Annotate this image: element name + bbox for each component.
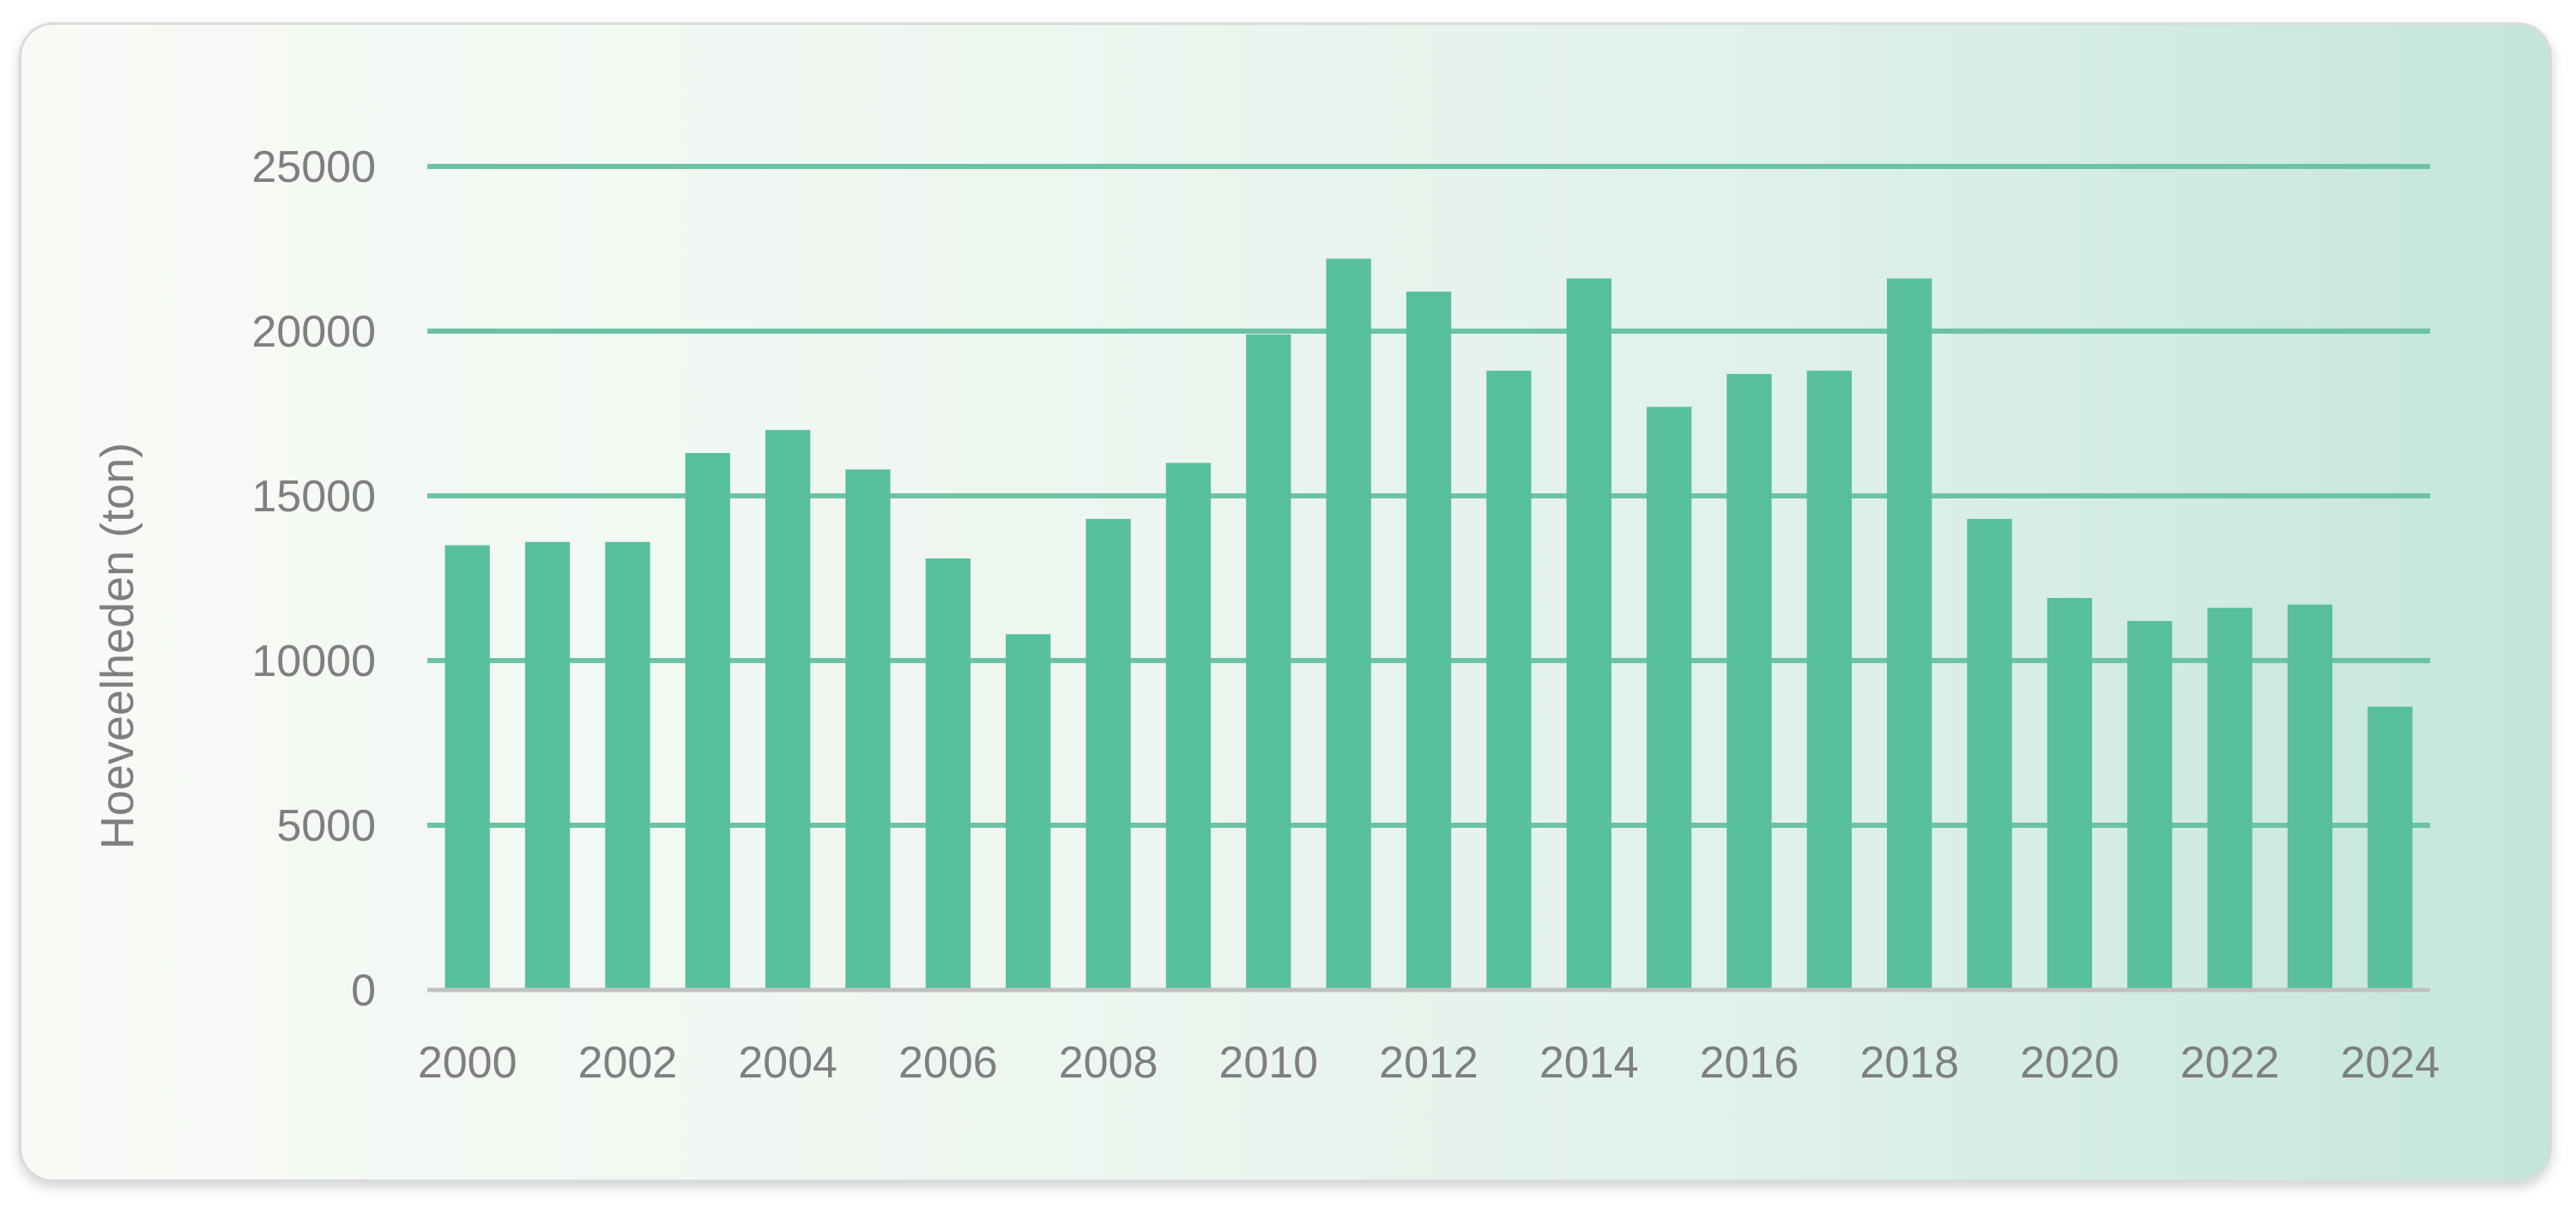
bar-2022: [2207, 607, 2252, 990]
bar-2008: [1085, 518, 1131, 990]
bars: [444, 258, 2413, 991]
bar-2018: [1887, 278, 1932, 990]
bar-2009: [1165, 462, 1212, 990]
bar-2024: [2367, 706, 2413, 990]
y-axis-tick-labels: 0 5000 10000 15000 20000 25000: [251, 142, 376, 1016]
x-axis-tick-labels: 2000 2002 2004 2006 2008 2010 2012 2014 2016 2018…: [418, 1038, 2440, 1088]
bar-2012: [1406, 291, 1452, 990]
y-tick-label: 0: [351, 966, 376, 1016]
bar-2017: [1806, 371, 1852, 991]
bar-2021: [2127, 620, 2173, 990]
bar-2004: [765, 430, 811, 990]
bar-2003: [685, 453, 730, 990]
bar-2020: [2047, 598, 2093, 990]
bar-2016: [1726, 373, 1772, 990]
x-tick-label: 2000: [418, 1038, 517, 1088]
y-tick-label: 15000: [251, 472, 376, 522]
x-tick-label: 2002: [578, 1038, 678, 1088]
x-tick-label: 2008: [1059, 1038, 1158, 1088]
x-tick-label: 2006: [898, 1038, 998, 1088]
x-tick-label: 2020: [2020, 1038, 2119, 1088]
bar-2023: [2287, 604, 2333, 990]
y-axis-title: Hoeveelheden (ton): [92, 443, 143, 849]
bar-2010: [1246, 334, 1291, 991]
x-tick-label: 2014: [1539, 1038, 1639, 1088]
x-tick-label: 2012: [1379, 1038, 1478, 1088]
bar-2002: [605, 541, 650, 990]
bar-2011: [1326, 258, 1371, 990]
bar-2013: [1486, 371, 1532, 991]
bar-2019: [1967, 518, 2012, 990]
bar-2001: [524, 541, 571, 990]
bar-2015: [1646, 407, 1692, 990]
x-tick-label: 2016: [1700, 1038, 1799, 1088]
bar-2014: [1566, 278, 1612, 990]
y-tick-label: 10000: [251, 637, 376, 686]
x-tick-label: 2004: [738, 1038, 838, 1088]
bar-2007: [1006, 634, 1051, 990]
x-tick-label: 2010: [1218, 1038, 1318, 1088]
bar-2006: [925, 558, 971, 990]
x-tick-label: 2024: [2340, 1038, 2440, 1088]
bar-2005: [845, 469, 891, 990]
y-tick-label: 20000: [251, 307, 376, 357]
x-tick-label: 2018: [1859, 1038, 1959, 1088]
bar-2000: [444, 545, 490, 990]
y-tick-label: 5000: [276, 801, 376, 851]
y-tick-label: 25000: [251, 142, 376, 192]
x-tick-label: 2022: [2180, 1038, 2280, 1088]
